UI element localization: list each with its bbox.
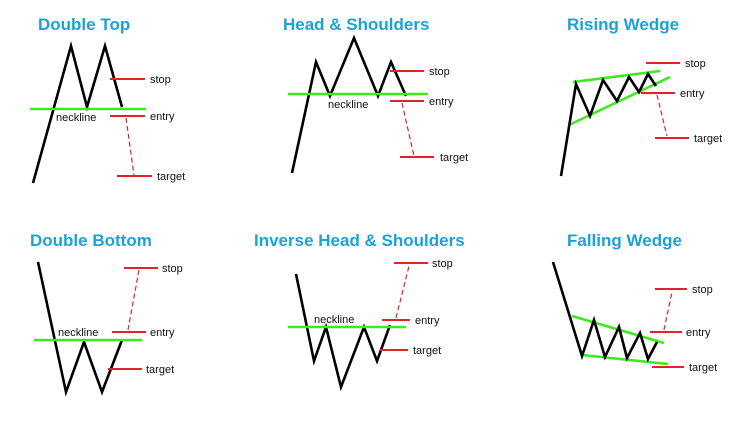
- target-label: target: [157, 171, 185, 183]
- stop-label: stop: [429, 66, 450, 78]
- title-double-top: Double Top: [38, 15, 130, 34]
- target-projection: [127, 269, 140, 331]
- target-projection: [663, 291, 673, 331]
- entry-label: entry: [680, 88, 705, 100]
- neckline-label: neckline: [56, 112, 96, 124]
- panel-head-and-shoulders: Head & Shoulders neckline stop entry tar…: [283, 15, 468, 174]
- wedge-lower-line: [568, 75, 671, 127]
- wedge-lower-line: [581, 353, 669, 366]
- price-line: [31, 41, 124, 184]
- wedge-upper-line: [572, 69, 661, 84]
- stop-label: stop: [150, 74, 171, 86]
- price-line: [294, 273, 392, 392]
- target-label: target: [413, 345, 441, 357]
- entry-label: entry: [150, 111, 175, 123]
- stop-label: stop: [432, 258, 453, 270]
- target-label: target: [694, 133, 722, 145]
- price-line: [36, 261, 124, 397]
- target-projection: [395, 265, 410, 319]
- stop-label: stop: [685, 58, 706, 70]
- panel-double-top: Double Top neckline stop entry target: [30, 15, 185, 184]
- panel-rising-wedge: Rising Wedge stop entry target: [559, 15, 722, 177]
- neckline-label: neckline: [328, 99, 368, 111]
- target-projection: [401, 102, 415, 157]
- neckline-label: neckline: [314, 314, 354, 326]
- entry-label: entry: [429, 96, 454, 108]
- target-label: target: [689, 362, 717, 374]
- target-label: target: [440, 152, 468, 164]
- panel-double-bottom: Double Bottom neckline stop entry target: [30, 231, 183, 397]
- title-rising-wedge: Rising Wedge: [567, 15, 679, 34]
- panel-inverse-head-and-shoulders: Inverse Head & Shoulders neckline stop e…: [254, 231, 465, 392]
- price-line: [559, 71, 658, 177]
- price-line: [290, 34, 408, 174]
- title-head-and-shoulders: Head & Shoulders: [283, 15, 429, 34]
- target-projection: [125, 117, 135, 176]
- stop-label: stop: [162, 263, 183, 275]
- title-inverse-head-and-shoulders: Inverse Head & Shoulders: [254, 231, 465, 250]
- target-label: target: [146, 364, 174, 376]
- target-projection: [656, 94, 668, 137]
- entry-label: entry: [150, 327, 175, 339]
- panel-falling-wedge: Falling Wedge stop entry target: [551, 231, 717, 374]
- neckline-label: neckline: [58, 327, 98, 339]
- entry-label: entry: [415, 315, 440, 327]
- title-falling-wedge: Falling Wedge: [567, 231, 682, 250]
- stop-label: stop: [692, 284, 713, 296]
- title-double-bottom: Double Bottom: [30, 231, 152, 250]
- price-line: [551, 261, 659, 363]
- entry-label: entry: [686, 327, 711, 339]
